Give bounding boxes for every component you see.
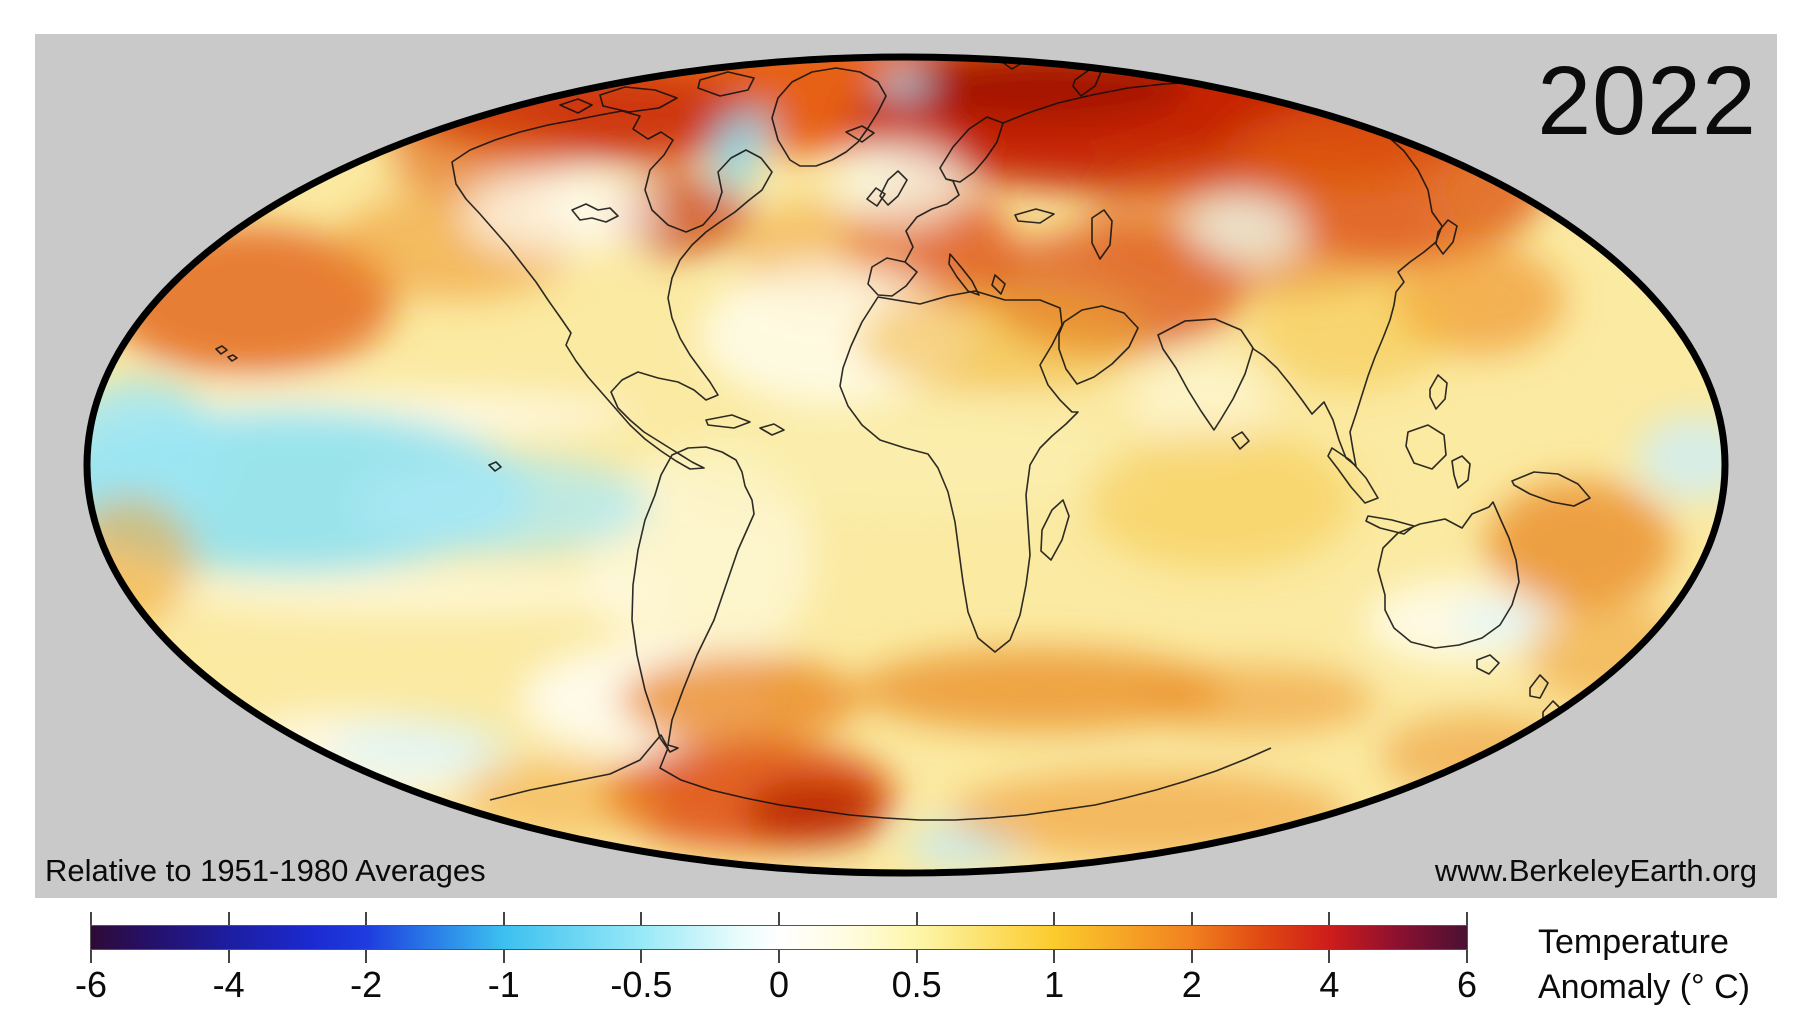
colorbar-title-line1: Temperature <box>1538 923 1729 961</box>
colorbar-tick <box>227 950 230 963</box>
colorbar-tick-label: -6 <box>74 964 108 1005</box>
coast-west-europe <box>904 178 960 263</box>
colorbar-tick <box>640 950 643 963</box>
colorbar-tick <box>1466 912 1468 925</box>
coast-scandinavia <box>939 116 1004 183</box>
temperature-field <box>88 58 1724 872</box>
colorbar-title-line2: Anomaly (° C) <box>1538 968 1750 1006</box>
colorbar-tick <box>1190 912 1193 925</box>
year-label: 2022 <box>1537 46 1757 155</box>
colorbar-tick <box>1328 950 1331 963</box>
baseline-caption: Relative to 1951-1980 Averages <box>45 853 486 888</box>
colorbar-tick <box>778 912 780 925</box>
coast-greenland <box>771 67 887 167</box>
coast-japan <box>1435 219 1458 255</box>
website-label: www.BerkeleyEarth.org <box>1434 853 1757 888</box>
coast-arctic-islands <box>559 71 755 114</box>
coast-australia <box>1377 501 1520 675</box>
coast-arabia <box>1058 305 1139 385</box>
colorbar-tick <box>1053 950 1056 963</box>
colorbar-tick-label: 0.5 <box>891 964 942 1005</box>
coast-italy-greece <box>948 253 1006 296</box>
coastlines <box>215 58 1591 821</box>
caspian-sea <box>1091 209 1113 260</box>
colorbar-tick-label: 0 <box>768 964 790 1005</box>
coast-iceland <box>845 125 875 143</box>
coast-india <box>1157 318 1254 450</box>
black-sea <box>1014 208 1055 224</box>
colorbar-tick-label: 2 <box>1181 964 1202 1005</box>
coast-africa <box>839 290 1079 653</box>
colorbar-tick <box>1053 912 1056 925</box>
coast-antarctica <box>489 734 1272 821</box>
colorbar-tick <box>365 950 368 963</box>
coast-madagascar <box>1040 499 1070 561</box>
globe-outline <box>83 53 1729 877</box>
colorbar-tick <box>90 912 92 925</box>
coast-south-america <box>631 446 755 753</box>
colorbar-tick <box>915 950 918 963</box>
colorbar-tick <box>778 950 780 963</box>
colorbar-tick-label: -4 <box>212 964 245 1005</box>
colorbar-tick <box>502 912 505 925</box>
colorbar-tick-label: 1 <box>1044 964 1065 1005</box>
great-lakes <box>571 203 619 223</box>
colorbar-tick-label: -2 <box>350 964 383 1005</box>
colorbar-gradient <box>91 926 1467 949</box>
coast-caribbean <box>705 414 785 436</box>
colorbar-title: Temperature Anomaly (° C) <box>1538 920 1808 1010</box>
colorbar-tick-label: 6 <box>1456 964 1478 1005</box>
colorbar-tick <box>365 912 368 925</box>
colorbar-tick-label: 4 <box>1319 964 1340 1005</box>
colorbar-tick-label: -0.5 <box>610 964 673 1005</box>
colorbar-tick <box>90 950 92 963</box>
coast-british-isles <box>866 170 908 207</box>
colorbar-tick-label: -1 <box>487 964 520 1005</box>
islands-pacific <box>215 345 502 472</box>
colorbar-tick <box>502 950 505 963</box>
colorbar-tick <box>227 912 230 925</box>
colorbar: -6 -4 -2 -1 -0.5 0 0.5 1 2 4 6 <box>75 912 1477 1005</box>
colorbar-tick <box>915 912 918 925</box>
colorbar-tick <box>1466 950 1468 963</box>
colorbar-tick <box>1328 912 1331 925</box>
colorbar-tick <box>640 912 643 925</box>
coast-north-america <box>451 110 773 470</box>
colorbar-tick <box>1190 950 1193 963</box>
coast-indonesia <box>1327 374 1591 535</box>
